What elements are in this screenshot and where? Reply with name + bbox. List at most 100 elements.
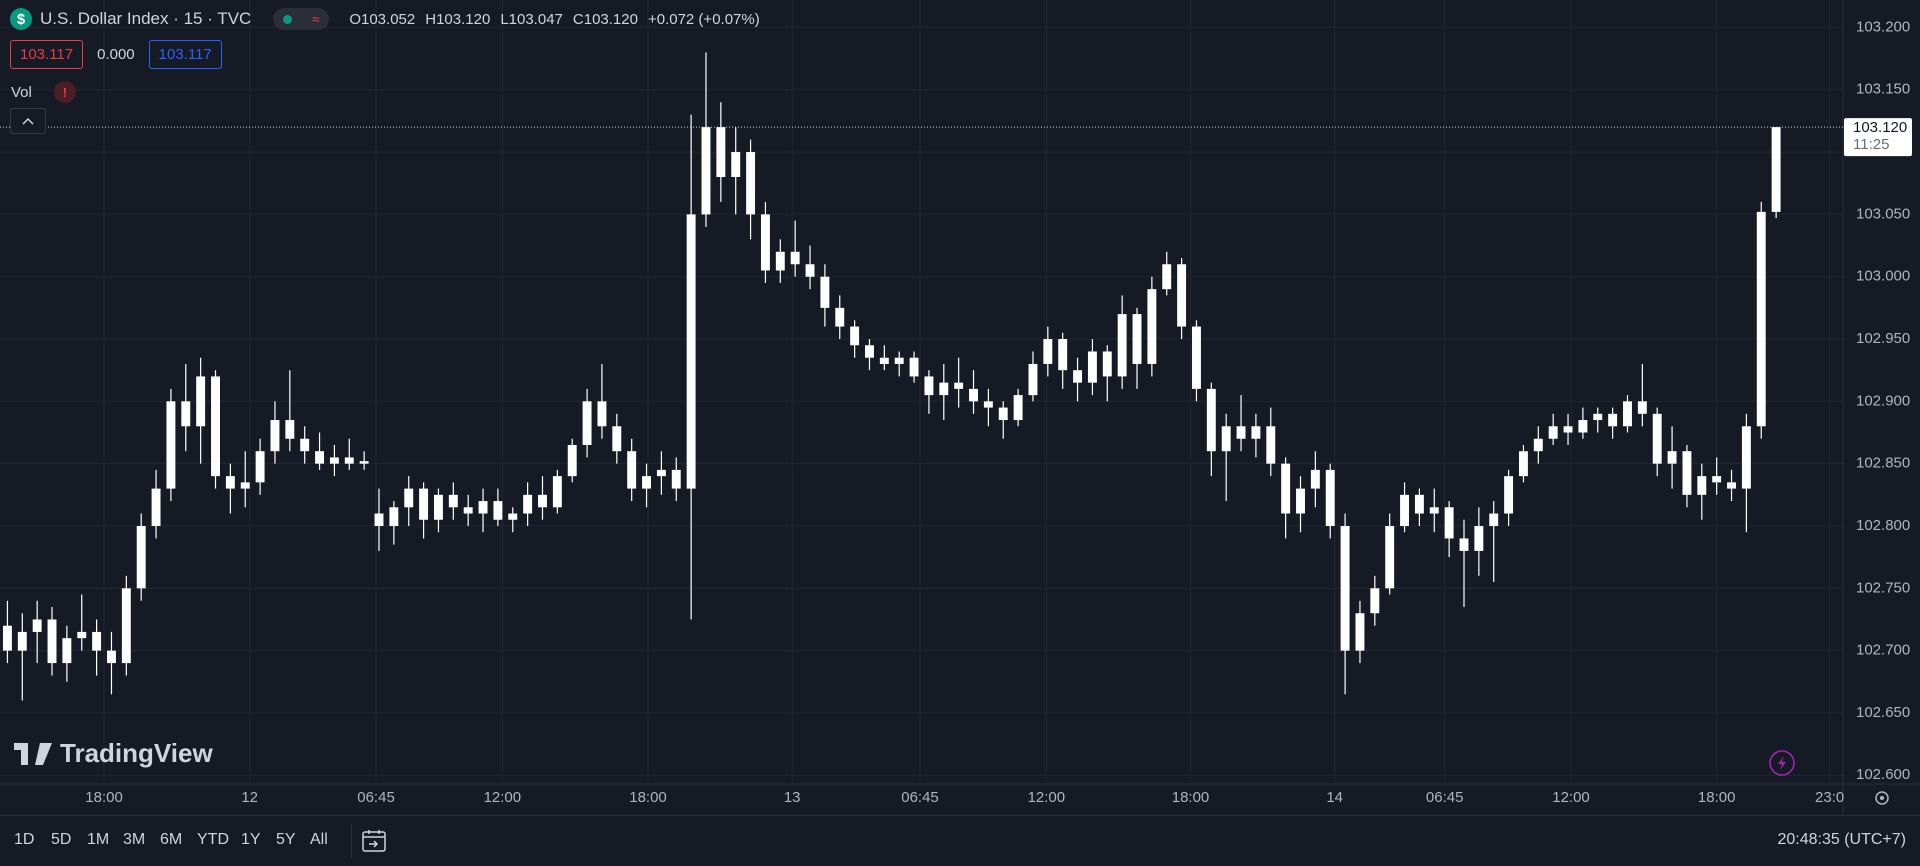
buy-price[interactable]: 103.117 [148, 40, 222, 69]
candle-body [329, 457, 339, 464]
candle-body [463, 507, 473, 514]
chevron-path [22, 117, 34, 125]
range-button[interactable]: YTD [197, 831, 229, 848]
candle-body [1058, 339, 1068, 371]
candle-body [924, 376, 934, 396]
candle-body [1400, 494, 1410, 526]
lightning-icon[interactable] [1769, 750, 1795, 776]
ohlc-value: 103.047 [508, 10, 563, 28]
icon-dot [1880, 796, 1884, 800]
symbol-title[interactable]: U.S. Dollar Index · 15 · TVC [40, 9, 252, 28]
range-button[interactable]: 5D [51, 831, 72, 848]
y-tick-label: 102.600 [1856, 766, 1910, 783]
date-range-icon[interactable] [361, 828, 387, 854]
candle-body [374, 513, 384, 526]
y-tick-label: 102.700 [1856, 642, 1910, 659]
candle-body [642, 476, 651, 489]
indicator-name[interactable]: Vol [11, 83, 32, 101]
warning-icon[interactable]: ! [53, 81, 76, 103]
candle-body [32, 619, 42, 632]
x-tick-label: 23:0 [1815, 789, 1844, 806]
candle-body [1028, 363, 1038, 396]
chevron [22, 117, 34, 125]
candle-body [315, 451, 325, 464]
sell-price[interactable]: 103.117 [10, 40, 84, 69]
separator [351, 824, 352, 858]
candle-body [493, 501, 503, 520]
range-button[interactable]: 3M [123, 831, 146, 848]
icon-ring [1875, 791, 1889, 805]
candle-body [1652, 413, 1662, 464]
candle-body [805, 264, 815, 277]
candle-body [419, 488, 429, 520]
candle-body [17, 631, 27, 651]
candle-body [478, 501, 488, 514]
y-tick-label: 102.650 [1856, 704, 1910, 721]
candle-body [1162, 264, 1172, 290]
candle-body [508, 513, 518, 520]
x-tick-label: 06:45 [357, 789, 395, 806]
candle-body [1414, 494, 1424, 514]
ohlc-change: +0.072 (+0.07%) [647, 10, 760, 28]
candle-body [746, 152, 756, 215]
candle-body [686, 214, 696, 489]
candle-body [77, 631, 87, 639]
candle-body [1727, 482, 1736, 489]
range-button[interactable]: 1D [14, 831, 35, 848]
collapse-button[interactable] [10, 108, 46, 134]
y-tick-label: 103.200 [1856, 18, 1910, 35]
candle-body [1682, 451, 1692, 495]
axis-settings-icon[interactable] [1875, 791, 1889, 805]
candle-body [389, 507, 399, 526]
range-button[interactable]: 5Y [276, 831, 296, 848]
market-status[interactable]: ≈ [273, 8, 330, 30]
candle-body [1236, 426, 1246, 439]
candle-body [1147, 289, 1157, 364]
candle-body [1623, 401, 1632, 427]
countdown: 11:25 [1853, 136, 1889, 153]
chart-background [0, 0, 1920, 815]
candle-body [701, 127, 711, 215]
candle-body [790, 251, 800, 265]
range-button[interactable]: 1M [87, 831, 110, 848]
candle-body [136, 525, 146, 589]
candle-body [433, 494, 443, 520]
range-button[interactable]: 1Y [241, 831, 261, 848]
logo-shape [14, 742, 52, 765]
candle-body [969, 388, 978, 402]
candle-body [121, 588, 131, 664]
candle-body [835, 307, 845, 327]
y-tick-label: 102.750 [1856, 579, 1910, 596]
candle-body [1593, 413, 1603, 421]
ohlc-item: H103.120 [425, 11, 490, 28]
candle-body [1548, 426, 1558, 439]
x-tick-label: 06:45 [901, 789, 939, 806]
range-button[interactable]: 6M [160, 831, 183, 848]
y-tick-label: 102.950 [1856, 330, 1910, 347]
x-tick-label: 18:00 [629, 789, 667, 806]
candle-body [1741, 426, 1751, 489]
candle-body [731, 152, 741, 177]
candle-body [448, 494, 458, 508]
candle-body [181, 401, 191, 427]
candle-body [196, 376, 206, 427]
candle-body [939, 382, 949, 396]
candle-body [1370, 588, 1380, 614]
candle-body [1489, 513, 1499, 526]
candle-body [1504, 476, 1514, 514]
candle-body [879, 357, 889, 364]
clock[interactable]: 20:48:35 (UTC+7) [1777, 831, 1906, 848]
ohlc-value: 103.120 [583, 10, 638, 28]
candle-body [255, 451, 265, 483]
x-tick-label: 12 [241, 789, 258, 806]
x-tick-label: 12:00 [484, 789, 522, 806]
candle-body [656, 469, 666, 477]
ohlc-value: 103.120 [436, 10, 491, 28]
candle-body [865, 345, 874, 358]
candle-body [1355, 613, 1365, 651]
candle-body [627, 451, 637, 489]
candle-body [92, 631, 102, 651]
y-tick-label: 102.800 [1856, 517, 1910, 534]
ohlc-value: 103.052 [361, 10, 416, 28]
range-button[interactable]: All [310, 831, 328, 848]
